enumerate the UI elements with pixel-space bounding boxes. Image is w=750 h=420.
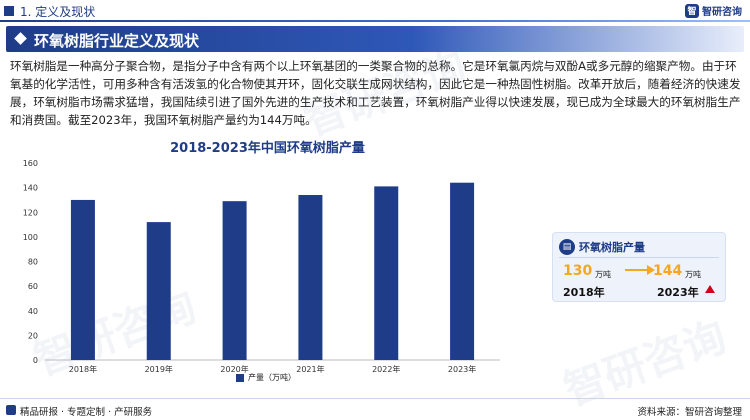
bar — [298, 195, 323, 360]
arrow-right-icon — [625, 265, 655, 275]
footer-services: 精品研报 · 专题定制 · 产研服务 — [20, 407, 153, 418]
x-tick-label: 2021年 — [296, 364, 324, 374]
legend-swatch — [236, 373, 244, 382]
y-tick-label: 20 — [28, 331, 38, 340]
x-tick-label: 2020年 — [220, 364, 248, 374]
brand-icon — [6, 405, 16, 415]
y-tick-label: 60 — [28, 282, 38, 291]
end-year: 2023年 — [657, 286, 699, 299]
y-tick-label: 120 — [23, 208, 38, 217]
up-arrow-icon — [705, 285, 715, 293]
legend-label: 产量（万吨） — [248, 373, 296, 382]
diamond-icon — [14, 32, 27, 45]
footer-source: 资料来源：智研咨询整理 — [637, 407, 742, 418]
start-value: 130 — [563, 263, 593, 279]
footer-divider — [0, 398, 750, 399]
end-value: 144 — [653, 263, 683, 279]
x-tick-label: 2023年 — [448, 364, 476, 374]
bar — [146, 222, 171, 360]
end-unit: 万吨 — [685, 270, 701, 279]
chart-title: 2018-2023年中国环氧树脂产量 — [170, 141, 365, 156]
x-tick-label: 2019年 — [145, 364, 173, 374]
production-summary-card: ▤ 环氧树脂产量 130 万吨 2018年 144 万吨 2023年 — [552, 232, 726, 302]
y-tick-label: 140 — [23, 184, 38, 193]
y-tick-label: 80 — [28, 258, 38, 267]
card-title: 环氧树脂产量 — [579, 241, 645, 254]
y-tick-label: 100 — [23, 233, 38, 242]
y-tick-label: 160 — [23, 159, 38, 168]
brand-logo-icon: 智 — [685, 3, 699, 18]
y-tick-label: 40 — [28, 307, 38, 316]
bar — [374, 186, 399, 360]
x-tick-label: 2022年 — [372, 364, 400, 374]
bar — [450, 182, 475, 360]
title-banner: 环氧树脂行业定义及现状 — [6, 26, 744, 52]
start-unit: 万吨 — [595, 270, 611, 279]
brand-logo: 智 智研咨询 — [685, 3, 742, 18]
section-marker-icon — [4, 6, 14, 16]
bar — [70, 199, 95, 360]
chart-icon: ▤ — [559, 239, 575, 255]
start-year: 2018年 — [563, 286, 605, 299]
top-divider — [0, 20, 750, 22]
x-tick-label: 2018年 — [69, 364, 97, 374]
bar — [222, 201, 247, 360]
page-title: 环氧树脂行业定义及现状 — [34, 32, 200, 50]
footer: 精品研报 · 专题定制 · 产研服务 资料来源：智研咨询整理 — [0, 398, 750, 420]
brand-logo-text: 智研咨询 — [702, 7, 742, 18]
y-tick-label: 0 — [33, 356, 38, 365]
bar-chart: 0 20 40 60 80 100 120 140 160 2018年 2019年 2020年 2021… — [23, 159, 500, 374]
top-bar: 1. 定义及现状 智 智研咨询 — [0, 0, 750, 22]
card-divider — [559, 257, 719, 258]
intro-paragraph: 环氧树脂是一种高分子聚合物，是指分子中含有两个以上环氧基团的一类聚合物的总称。它… — [10, 59, 741, 127]
chart-legend: 产量（万吨） — [236, 372, 296, 383]
section-title: 1. 定义及现状 — [20, 5, 96, 19]
